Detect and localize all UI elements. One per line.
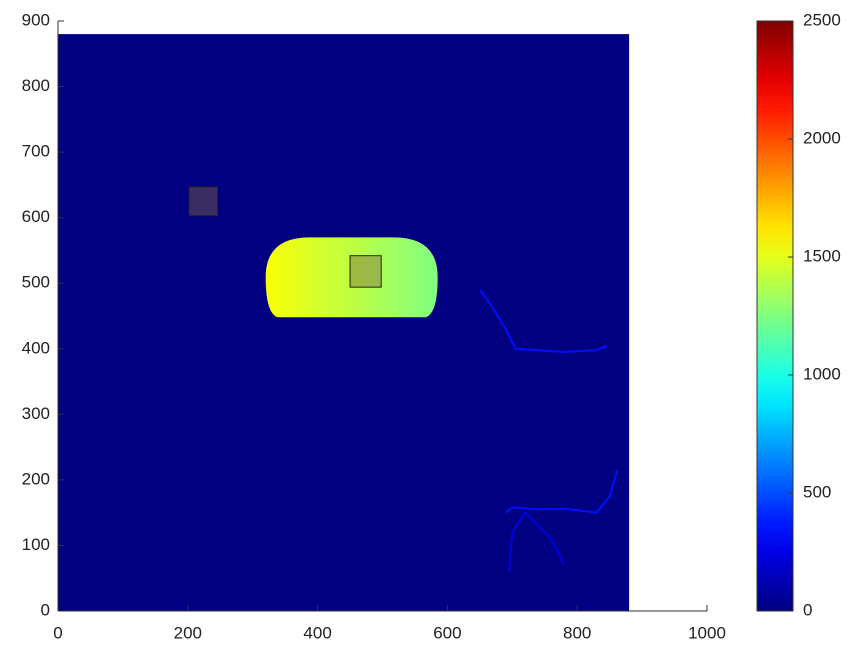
colorbar-tick-label: 1000: [803, 364, 841, 383]
y-tick-label: 500: [22, 273, 50, 292]
colorbar-tick-label: 0: [803, 600, 812, 619]
x-tick-label: 1000: [688, 623, 726, 642]
colorbar-tick-label: 1500: [803, 246, 841, 265]
y-tick-label: 900: [22, 10, 50, 29]
x-tick-label: 400: [303, 623, 331, 642]
chart: 0 100 200 300 400 500 600 700 800 900 0 200 400 600 80…: [0, 0, 852, 646]
x-tick-label: 0: [53, 623, 62, 642]
y-tick-label: 0: [41, 600, 50, 619]
y-tick-label: 700: [22, 142, 50, 161]
x-tick-label: 800: [563, 623, 591, 642]
y-tick-label: 400: [22, 338, 50, 357]
y-tick-label: 200: [22, 469, 50, 488]
image-background: [58, 34, 629, 611]
x-tick-label: 200: [174, 623, 202, 642]
y-tick-label: 600: [22, 207, 50, 226]
colorbar-tick-label: 2500: [803, 10, 841, 29]
roi-box: [350, 256, 381, 287]
x-tick-label: 600: [433, 623, 461, 642]
roi-box: [189, 187, 218, 216]
y-tick-label: 300: [22, 404, 50, 423]
y-tick-label: 800: [22, 76, 50, 95]
colorbar: [757, 21, 793, 611]
colorbar-tick-label: 500: [803, 482, 831, 501]
colorbar-tick-label: 2000: [803, 128, 841, 147]
y-tick-label: 100: [22, 535, 50, 554]
